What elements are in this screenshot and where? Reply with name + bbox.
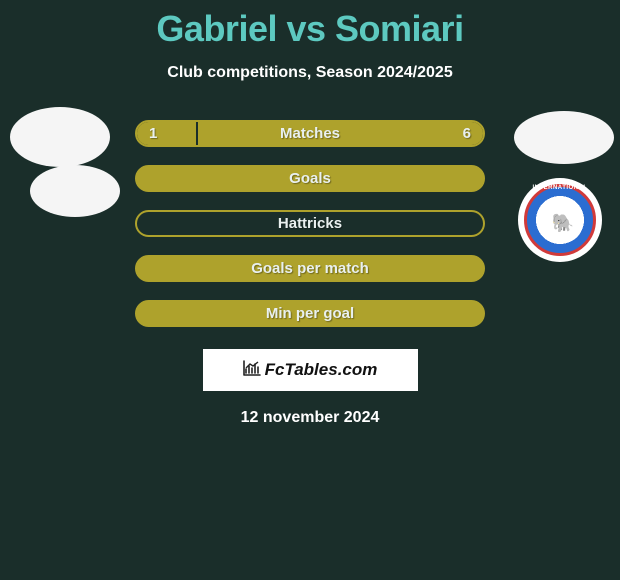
subtitle: Club competitions, Season 2024/2025 [0, 64, 620, 82]
chart-icon [243, 360, 261, 381]
stat-label: Min per goal [137, 305, 483, 322]
crest-text: INTERNATIONAL [527, 185, 593, 191]
stat-row-matches: Matches16 [135, 120, 485, 147]
stat-row-goals-per-match: Goals per match [135, 255, 485, 282]
brand-text: FcTables.com [265, 360, 378, 380]
stat-row-min-per-goal: Min per goal [135, 300, 485, 327]
page-title: Gabriel vs Somiari [0, 0, 620, 50]
player1-avatar [10, 107, 110, 167]
stat-label: Goals [137, 170, 483, 187]
brand-badge[interactable]: FcTables.com [203, 349, 418, 391]
stat-row-hattricks: Hattricks [135, 210, 485, 237]
stat-label: Hattricks [137, 215, 483, 232]
stat-row-goals: Goals [135, 165, 485, 192]
date-line: 12 november 2024 [0, 409, 620, 427]
crest-animal-icon: 🐘 [543, 203, 583, 243]
player2-avatar [514, 111, 614, 164]
stats-container: Matches16 Goals Hattricks Goals per match Mi… [135, 120, 485, 327]
player2-club-crest: INTERNATIONAL 🐘 [518, 178, 602, 262]
stat-label: Goals per match [137, 260, 483, 277]
player1-club-badge [30, 165, 120, 217]
